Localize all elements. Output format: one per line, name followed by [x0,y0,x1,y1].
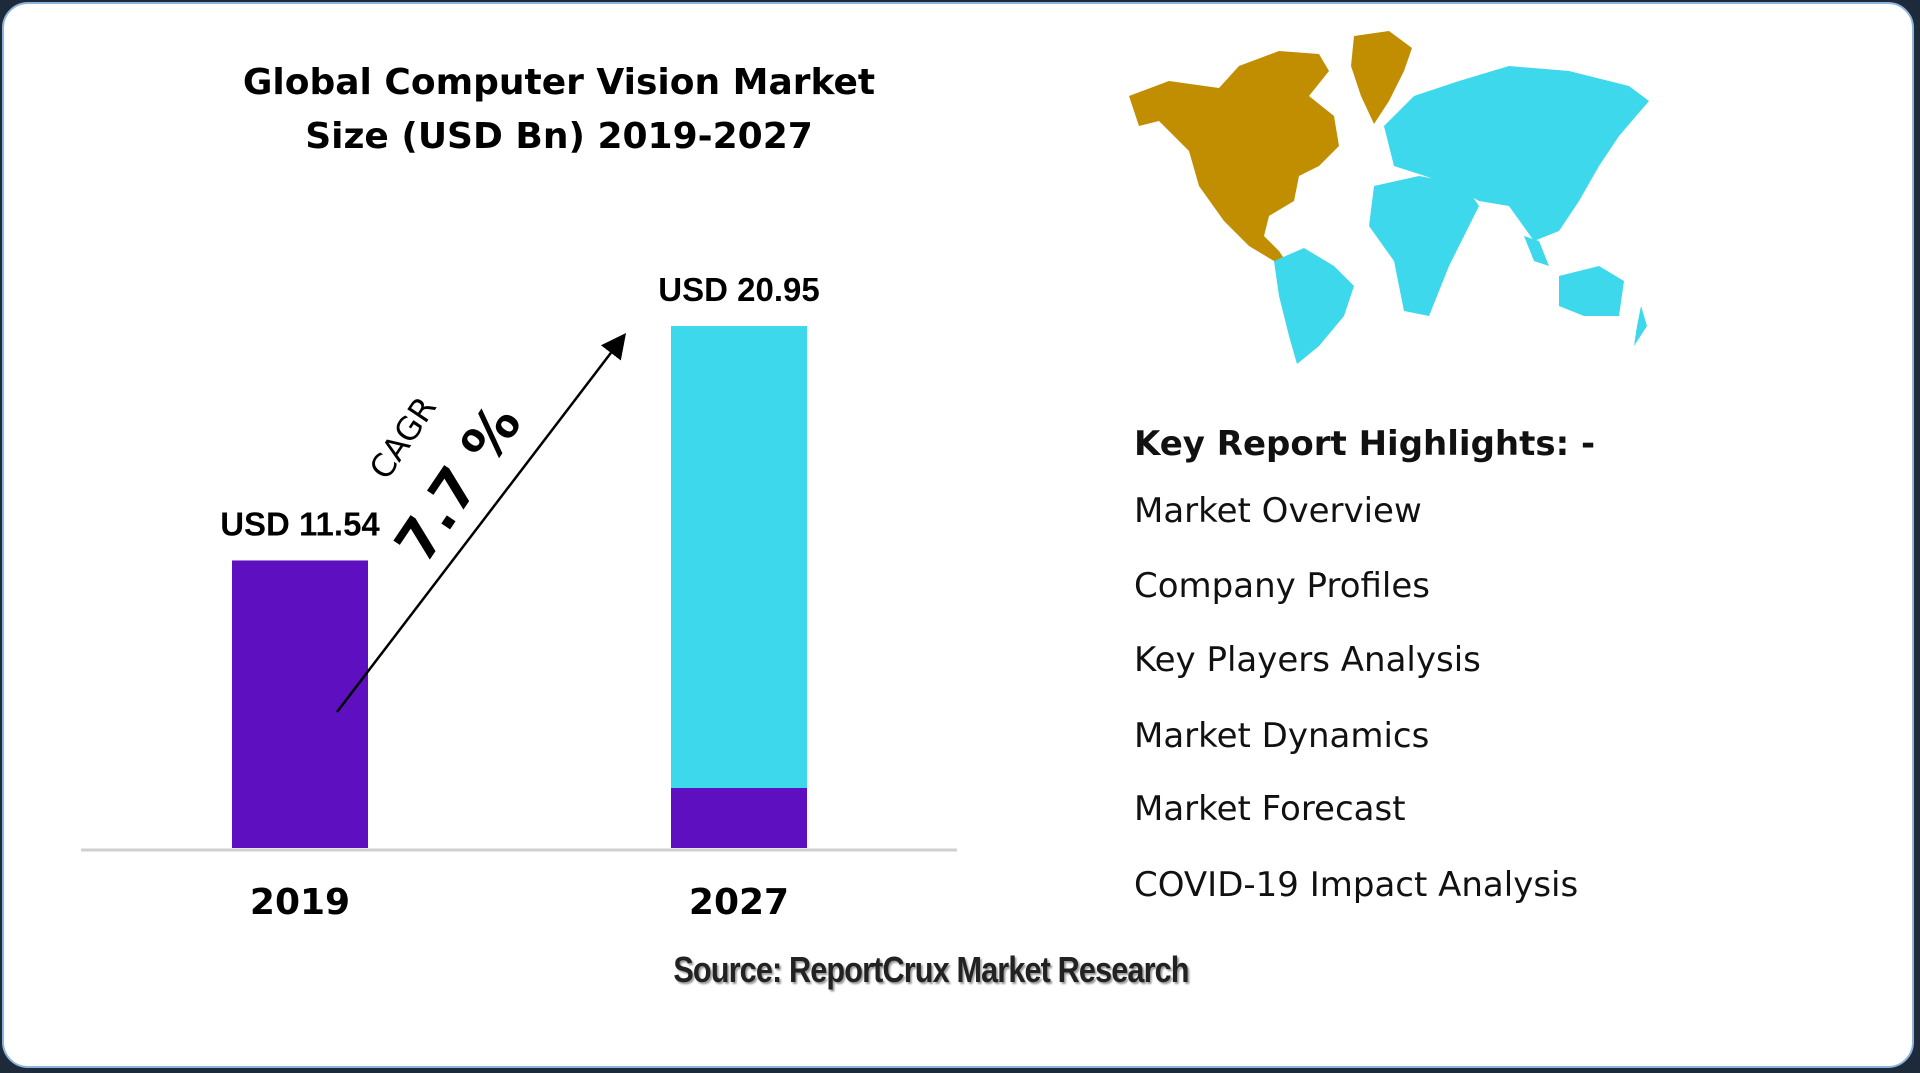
highlight-item: Key Players Analysis [1134,640,1481,680]
data-label: USD 20.95 [658,271,819,308]
x-tick-label: 2027 [689,882,789,923]
highlights-heading: Key Report Highlights: - [1134,424,1596,464]
bar-growth-2027 [671,326,807,788]
highlight-item: Market Overview [1134,491,1422,531]
north-america [1129,31,1412,266]
bar-2019 [232,560,368,848]
data-label: USD 11.54 [220,505,380,542]
highlight-item: Company Profiles [1134,566,1430,606]
highlight-item: Market Dynamics [1134,716,1430,756]
world-map [1129,31,1649,364]
title-line-1: Global Computer Vision Market [242,62,876,103]
title-line-2: Size (USD Bn) 2019-2027 [305,116,813,157]
cagr-arrow [336,333,627,713]
x-tick-label: 2019 [250,882,350,923]
highlight-item: COVID-19 Impact Analysis [1134,865,1579,905]
source-note: Source: ReportCrux Market Research [673,949,1189,990]
chart-title: Global Computer Vision Market Size (USD … [159,56,959,164]
highlight-item: Market Forecast [1134,789,1406,829]
bar-2027 [671,788,807,848]
rest-of-world [1274,66,1649,364]
